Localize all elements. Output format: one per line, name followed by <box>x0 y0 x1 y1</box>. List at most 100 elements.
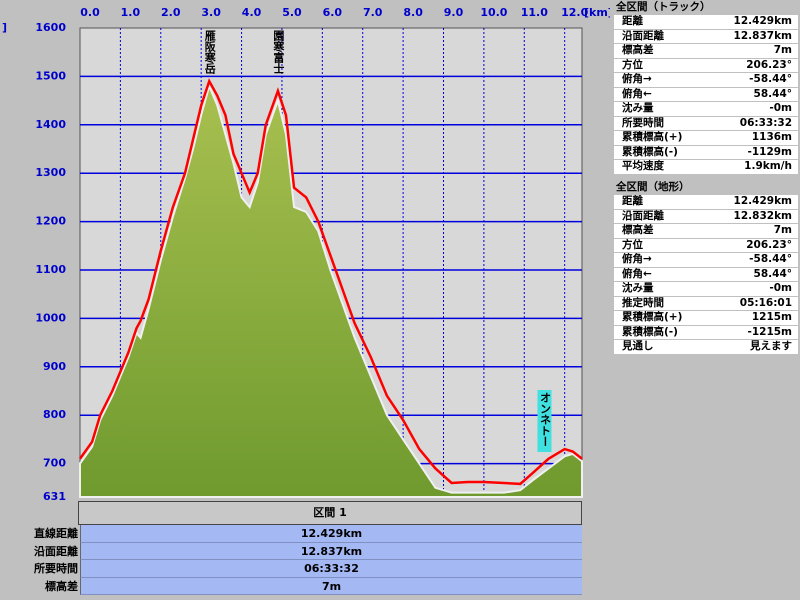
ptitle: 全区間（地形） <box>614 180 798 195</box>
prow: 俯角→ -58.44° <box>614 73 798 88</box>
y-tick-label: 631 <box>43 490 66 500</box>
x-tick-label: 1.0 <box>121 6 141 19</box>
x-tick-label: 2.0 <box>161 6 181 19</box>
row-value: 1136m <box>751 131 792 143</box>
row-value: -58.44° <box>749 73 792 85</box>
prow: 俯角→ -58.44° <box>614 253 798 268</box>
row-label: 累積標高(+) <box>622 131 683 143</box>
prow: 累積標高(-) -1215m <box>614 325 798 340</box>
row-value: 1215m <box>751 311 792 323</box>
row-label: 累積標高(-) <box>622 325 678 338</box>
prow: 累積標高(-) -1129m <box>614 145 798 160</box>
x-tick-label: 12.0 <box>561 6 588 19</box>
x-tick-label: 0.0 <box>80 6 100 19</box>
prow: 標高差 7m <box>614 44 798 59</box>
section-panel: 区間 1 直線距離 12.429km 沿面距離 12.837km 所要時間 06:33:32… <box>8 501 582 595</box>
row-label: 沿面距離 <box>622 209 664 222</box>
y-tick-label: 800 <box>43 408 66 421</box>
row-value: 206.23° <box>746 238 792 251</box>
y-tick-label: 700 <box>43 457 66 470</box>
row-value: 12.832km <box>733 209 792 222</box>
row-label: 直線距離 <box>34 527 78 540</box>
y-tick-label: 1200 <box>35 215 66 228</box>
row-label: 俯角→ <box>622 253 652 265</box>
track-panel: 全区間（トラック） 距離 12.429km 沿面距離 12.837km 標高差 7m 方位 20… <box>614 0 798 175</box>
x-tick-label: 4.0 <box>242 6 262 19</box>
prow: 沈み量 -0m <box>614 282 798 297</box>
y-tick-label: 1300 <box>35 166 66 179</box>
y-tick-label: 1500 <box>35 69 66 82</box>
row-label: 推定時間 <box>622 296 664 309</box>
y-unit: ] <box>2 21 7 34</box>
row-label: 沈み量 <box>622 282 654 294</box>
row-label: 平均速度 <box>622 160 664 172</box>
x-tick-label: 10.0 <box>480 6 507 19</box>
row-value: 12.429km <box>733 195 792 207</box>
row-label: 俯角← <box>622 87 652 100</box>
prow: 沿面距離 12.837km <box>614 29 798 44</box>
srow: 標高差 7m <box>8 577 582 595</box>
row-value: 06:33:32 <box>80 560 582 578</box>
row-label: 沈み量 <box>622 102 654 114</box>
x-tick-label: 6.0 <box>323 6 343 19</box>
track-line <box>78 78 583 486</box>
annotation: オンネトー <box>538 392 551 447</box>
row-label: 沿面距離 <box>34 544 78 558</box>
x-tick-label: 3.0 <box>201 6 221 19</box>
x-tick-label: 9.0 <box>444 6 464 19</box>
y-tick-label: 1000 <box>35 311 66 324</box>
row-value: 06:33:32 <box>739 116 792 129</box>
row-value: -0m <box>769 282 792 294</box>
row-value: -1215m <box>747 325 792 338</box>
row-label: 沿面距離 <box>622 29 664 42</box>
row-value: 12.837km <box>80 542 582 560</box>
srow: 直線距離 12.429km <box>8 525 582 543</box>
prow: 沈み量 -0m <box>614 102 798 117</box>
ptitle: 全区間（トラック） <box>614 0 798 15</box>
row-label: 標高差 <box>45 579 78 593</box>
stitle: 区間 1 <box>78 501 582 525</box>
row-label: 累積標高(-) <box>622 145 678 158</box>
prow: 方位 206.23° <box>614 238 798 253</box>
row-label: 俯角← <box>622 267 652 280</box>
row-label: 累積標高(+) <box>622 311 683 323</box>
prow: 累積標高(+) 1215m <box>614 311 798 326</box>
row-value: 12.837km <box>733 29 792 42</box>
prow: 沿面距離 12.832km <box>614 209 798 224</box>
prow: 所要時間 06:33:32 <box>614 116 798 131</box>
row-value: 58.44° <box>753 267 792 280</box>
row-label: 方位 <box>622 58 643 71</box>
row-value: -58.44° <box>749 253 792 265</box>
x-unit: [km] <box>584 6 610 19</box>
prow: 俯角← 58.44° <box>614 267 798 282</box>
row-value: 7m <box>773 44 792 56</box>
x-tick-label: 11.0 <box>521 6 548 19</box>
row-value: -1129m <box>747 145 792 158</box>
prow: 推定時間 05:16:01 <box>614 296 798 311</box>
row-label: 所要時間 <box>34 562 78 575</box>
row-value: 12.429km <box>733 15 792 27</box>
x-tick-label: 5.0 <box>282 6 302 19</box>
prow: 距離 12.429km <box>614 195 798 210</box>
prow: 方位 206.23° <box>614 58 798 73</box>
row-label: 方位 <box>622 238 643 251</box>
row-label: 所要時間 <box>622 116 664 129</box>
terrain-panel: 全区間（地形） 距離 12.429km 沿面距離 12.832km 標高差 7m 方位 206.… <box>614 180 798 355</box>
annotation: 雁阪寒岳 <box>203 30 217 74</box>
y-tick-label: 1600 <box>35 21 66 34</box>
row-value: 12.429km <box>80 525 582 543</box>
row-value: 1.9km/h <box>744 160 792 172</box>
y-tick-label: 900 <box>43 360 66 373</box>
prow: 平均速度 1.9km/h <box>614 160 798 175</box>
row-value: 206.23° <box>746 58 792 71</box>
y-tick-label: 1100 <box>35 263 66 276</box>
annotation: 園寒富士 <box>272 30 286 74</box>
row-label: 標高差 <box>622 224 654 236</box>
prow: 俯角← 58.44° <box>614 87 798 102</box>
row-label: 俯角→ <box>622 73 652 85</box>
y-tick-label: 1400 <box>35 118 66 131</box>
terrain-area <box>79 83 583 498</box>
row-value: 58.44° <box>753 87 792 100</box>
x-tick-label: 7.0 <box>363 6 383 19</box>
